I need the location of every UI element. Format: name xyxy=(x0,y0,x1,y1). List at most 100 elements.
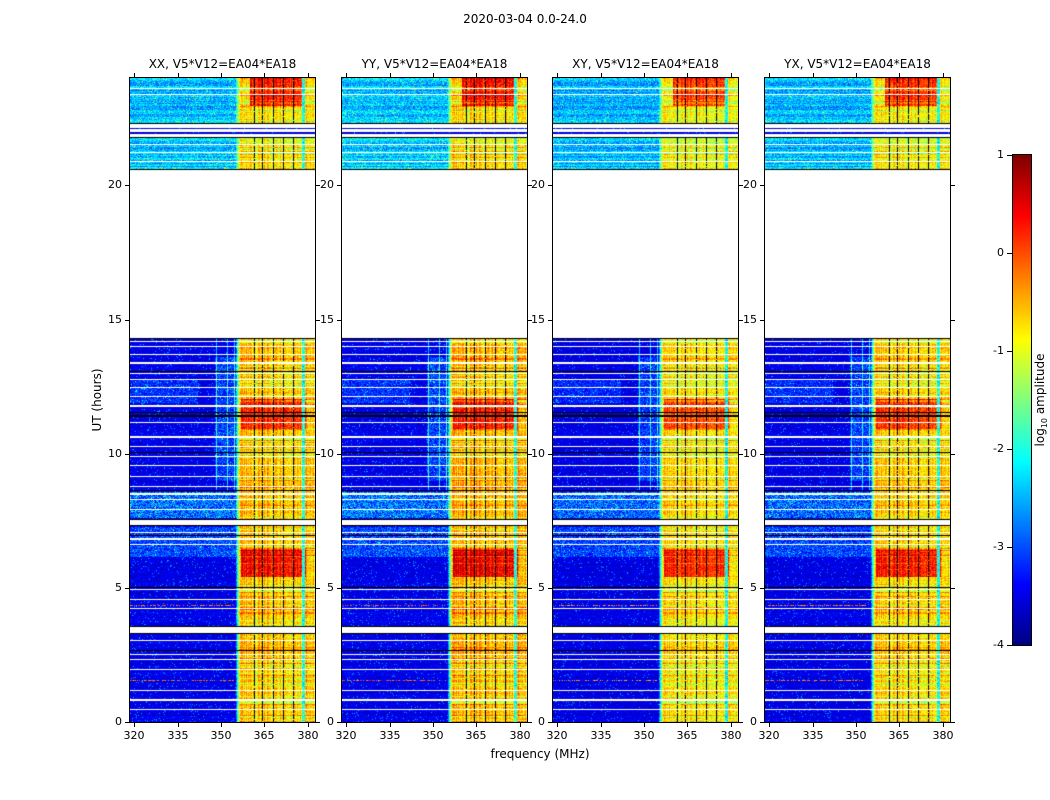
x-tick xyxy=(769,723,770,727)
y-tick xyxy=(337,185,341,186)
panel-yx-plot-area xyxy=(764,77,951,723)
x-tick xyxy=(134,73,135,77)
y-tick-label: 0 xyxy=(327,715,334,728)
y-tick-label: 20 xyxy=(743,178,757,191)
y-tick xyxy=(951,320,955,321)
x-tick xyxy=(308,723,309,727)
y-tick xyxy=(739,722,743,723)
y-tick xyxy=(337,722,341,723)
colorbar-canvas xyxy=(1013,155,1031,645)
x-tick xyxy=(346,723,347,727)
x-tick xyxy=(813,73,814,77)
x-tick xyxy=(813,723,814,727)
y-tick xyxy=(760,588,764,589)
x-tick-label: 365 xyxy=(888,729,910,742)
y-tick-label: 20 xyxy=(531,178,545,191)
y-tick-label: 15 xyxy=(320,313,334,326)
x-tick xyxy=(520,73,521,77)
y-tick-label: 15 xyxy=(531,313,545,326)
y-tick xyxy=(548,588,552,589)
y-tick xyxy=(316,320,320,321)
y-tick xyxy=(951,722,955,723)
x-tick-label: 350 xyxy=(633,729,655,742)
x-tick xyxy=(687,723,688,727)
y-tick xyxy=(337,320,341,321)
colorbar-label-prefix: log xyxy=(1032,428,1047,447)
x-tick xyxy=(390,73,391,77)
x-tick xyxy=(644,723,645,727)
y-tick xyxy=(739,185,743,186)
panel-title-xx: XX, V5*V12=EA04*EA18 xyxy=(148,57,297,71)
x-tick xyxy=(899,723,900,727)
colorbar-tick xyxy=(1007,645,1012,646)
colorbar-tick-label: -2 xyxy=(993,442,1004,455)
x-tick xyxy=(601,73,602,77)
x-tick xyxy=(856,723,857,727)
spectrogram-canvas-xy xyxy=(553,78,738,722)
x-tick-label: 380 xyxy=(509,729,531,742)
colorbar-tick xyxy=(1007,253,1012,254)
y-tick xyxy=(316,454,320,455)
y-tick xyxy=(739,320,743,321)
x-tick-label: 320 xyxy=(546,729,568,742)
spectrogram-canvas-yy xyxy=(342,78,527,722)
y-tick-label: 10 xyxy=(743,447,757,460)
x-tick xyxy=(476,723,477,727)
y-tick-label: 0 xyxy=(538,715,545,728)
colorbar-tick-label: -1 xyxy=(993,344,1004,357)
x-tick xyxy=(134,723,135,727)
x-tick-label: 380 xyxy=(297,729,319,742)
x-tick xyxy=(899,73,900,77)
y-tick-label: 20 xyxy=(320,178,334,191)
y-tick xyxy=(951,588,955,589)
y-tick xyxy=(760,320,764,321)
colorbar-label-suffix: amplitude xyxy=(1032,353,1047,418)
y-tick xyxy=(528,320,532,321)
x-tick xyxy=(433,723,434,727)
y-tick xyxy=(548,722,552,723)
x-axis-label: frequency (MHz) xyxy=(490,747,590,761)
x-tick-label: 335 xyxy=(379,729,401,742)
colorbar-tick-label: -4 xyxy=(993,638,1004,651)
panel-title-yy: YY, V5*V12=EA04*EA18 xyxy=(361,57,508,71)
x-tick xyxy=(520,723,521,727)
y-tick xyxy=(337,588,341,589)
colorbar-tick-label: -3 xyxy=(993,540,1004,553)
x-tick-label: 335 xyxy=(167,729,189,742)
y-tick-label: 0 xyxy=(750,715,757,728)
x-tick xyxy=(390,723,391,727)
y-tick xyxy=(125,588,129,589)
x-tick-label: 365 xyxy=(465,729,487,742)
panel-yy-plot-area xyxy=(341,77,528,723)
x-tick-label: 335 xyxy=(590,729,612,742)
y-tick xyxy=(337,454,341,455)
y-tick-label: 5 xyxy=(115,581,122,594)
y-tick xyxy=(739,588,743,589)
x-tick xyxy=(221,73,222,77)
colorbar-tick-label: 0 xyxy=(997,246,1004,259)
x-tick xyxy=(433,73,434,77)
x-tick xyxy=(943,723,944,727)
y-tick xyxy=(528,722,532,723)
y-tick xyxy=(548,320,552,321)
x-tick xyxy=(557,73,558,77)
x-tick-label: 350 xyxy=(210,729,232,742)
y-tick xyxy=(951,454,955,455)
x-tick xyxy=(557,723,558,727)
x-tick-label: 320 xyxy=(335,729,357,742)
colorbar-label: log10 amplitude xyxy=(1033,354,1049,447)
x-tick-label: 380 xyxy=(932,729,954,742)
y-tick xyxy=(125,320,129,321)
spectrogram-canvas-yx xyxy=(765,78,950,722)
x-tick xyxy=(264,73,265,77)
figure-title: 2020-03-04 0.0-24.0 xyxy=(463,12,587,26)
colorbar-label-subscript: 10 xyxy=(1040,417,1050,429)
x-tick-label: 320 xyxy=(758,729,780,742)
y-tick xyxy=(548,185,552,186)
y-tick-label: 5 xyxy=(327,581,334,594)
y-tick xyxy=(528,588,532,589)
y-tick xyxy=(125,185,129,186)
colorbar-tick xyxy=(1007,449,1012,450)
x-tick xyxy=(601,723,602,727)
colorbar-tick xyxy=(1007,155,1012,156)
